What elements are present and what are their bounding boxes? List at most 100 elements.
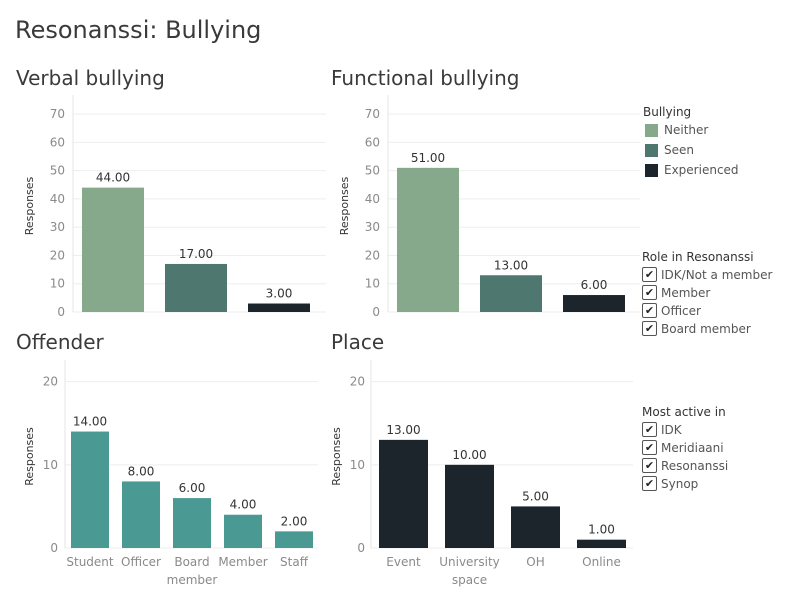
filter-role-board-member[interactable]: ✔ Board member xyxy=(642,320,751,337)
y-tick-label: 0 xyxy=(57,305,65,319)
y-tick-label: 10 xyxy=(50,277,65,291)
data-label: 2.00 xyxy=(281,514,308,528)
bar[interactable] xyxy=(379,439,428,548)
chart-title-offender: Offender xyxy=(16,330,104,354)
bar[interactable] xyxy=(248,303,310,312)
data-label: 6.00 xyxy=(581,278,608,292)
x-category-label: Student xyxy=(66,555,114,569)
y-tick-label: 0 xyxy=(357,541,365,555)
data-label: 10.00 xyxy=(452,448,486,462)
bar[interactable] xyxy=(71,431,109,548)
bar[interactable] xyxy=(224,514,262,548)
checkbox[interactable]: ✔ xyxy=(642,422,657,437)
legend-item-neither[interactable]: Neither xyxy=(645,122,708,138)
y-tick-label: 60 xyxy=(50,135,65,149)
dashboard-title: Resonanssi: Bullying xyxy=(15,16,262,44)
y-axis-label: Responses xyxy=(23,427,36,486)
y-tick-label: 30 xyxy=(50,220,65,234)
bar[interactable] xyxy=(577,539,626,548)
filter-active-synop[interactable]: ✔ Synop xyxy=(642,475,698,492)
y-tick-label: 0 xyxy=(372,305,380,319)
legend-item-seen[interactable]: Seen xyxy=(645,142,694,158)
checkbox[interactable]: ✔ xyxy=(642,303,657,318)
y-tick-label: 20 xyxy=(50,248,65,262)
data-label: 5.00 xyxy=(522,489,549,503)
data-label: 6.00 xyxy=(179,481,206,495)
data-label: 51.00 xyxy=(411,151,445,165)
y-tick-label: 50 xyxy=(365,164,380,178)
bar[interactable] xyxy=(480,275,542,312)
data-label: 44.00 xyxy=(96,171,130,185)
y-tick-label: 0 xyxy=(50,541,58,555)
filter-role-idk[interactable]: ✔ IDK/Not a member xyxy=(642,266,772,283)
chart-title-verbal: Verbal bullying xyxy=(16,66,165,90)
checkbox[interactable]: ✔ xyxy=(642,476,657,491)
x-category-label: Officer xyxy=(121,555,161,569)
filter-active-idk[interactable]: ✔ IDK xyxy=(642,421,682,438)
bar[interactable] xyxy=(82,187,144,312)
filter-label: Member xyxy=(661,285,711,300)
y-tick-label: 20 xyxy=(350,375,365,389)
y-tick-label: 70 xyxy=(365,107,380,121)
checkbox[interactable]: ✔ xyxy=(642,267,657,282)
swatch-experienced xyxy=(645,163,658,177)
data-label: 4.00 xyxy=(230,498,257,512)
chart-functional: 0 10 20 30 40 50 60 70 Responses 51.00 13.00 6.00 xyxy=(338,95,640,319)
checkbox[interactable]: ✔ xyxy=(642,440,657,455)
chart-title-place: Place xyxy=(331,330,385,354)
filter-label: Synop xyxy=(661,476,699,491)
swatch-neither xyxy=(645,123,658,137)
bar[interactable] xyxy=(397,167,459,312)
filter-label: IDK/Not a member xyxy=(661,267,773,282)
data-label: 1.00 xyxy=(588,523,615,537)
filter-label: Meridiaani xyxy=(661,440,724,455)
chart-place: 0 10 20 Responses 13.00 Event 10.00 University s… xyxy=(330,360,633,587)
y-tick-label: 40 xyxy=(50,192,65,206)
swatch-seen xyxy=(645,143,658,157)
x-category-label: Board xyxy=(174,555,209,569)
data-label: 3.00 xyxy=(266,287,293,301)
y-tick-label: 10 xyxy=(43,458,58,472)
y-tick-label: 50 xyxy=(50,164,65,178)
y-tick-label: 60 xyxy=(365,135,380,149)
x-category-label: member xyxy=(167,573,218,587)
filter-active-resonanssi[interactable]: ✔ Resonanssi xyxy=(642,457,728,474)
bar[interactable] xyxy=(165,263,227,312)
legend-label: Seen xyxy=(664,143,694,157)
filter-role-member[interactable]: ✔ Member xyxy=(642,284,710,301)
filter-active-meridiaani[interactable]: ✔ Meridiaani xyxy=(642,439,724,456)
bar[interactable] xyxy=(563,295,625,312)
x-category-label: University xyxy=(439,555,500,569)
chart-verbal: 0 10 20 30 40 50 60 70 Responses 44.00 17.00 3.00 xyxy=(23,95,326,319)
y-tick-label: 70 xyxy=(50,107,65,121)
legend-label: Neither xyxy=(664,123,709,137)
y-tick-label: 10 xyxy=(350,458,365,472)
y-tick-label: 40 xyxy=(365,192,380,206)
x-category-label: Member xyxy=(218,555,267,569)
bar[interactable] xyxy=(445,464,494,548)
data-label: 8.00 xyxy=(128,464,155,478)
data-label: 17.00 xyxy=(179,247,213,261)
x-category-label: OH xyxy=(526,555,544,569)
y-tick-label: 20 xyxy=(365,248,380,262)
legend-item-experienced[interactable]: Experienced xyxy=(645,162,739,178)
chart-offender: 0 10 20 Responses 14.00 Student 8.00 Officer 6.0… xyxy=(23,360,318,587)
filter-label: Resonanssi xyxy=(661,458,729,473)
data-label: 14.00 xyxy=(73,415,107,429)
y-tick-label: 10 xyxy=(365,277,380,291)
filter-role-officer[interactable]: ✔ Officer xyxy=(642,302,701,319)
bar[interactable] xyxy=(173,498,211,548)
checkbox[interactable]: ✔ xyxy=(642,285,657,300)
data-label: 13.00 xyxy=(386,423,420,437)
x-category-label: Staff xyxy=(280,555,309,569)
checkbox[interactable]: ✔ xyxy=(642,458,657,473)
checkbox[interactable]: ✔ xyxy=(642,321,657,336)
y-axis-label: Responses xyxy=(330,427,343,486)
y-tick-label: 30 xyxy=(365,220,380,234)
chart-title-functional: Functional bullying xyxy=(331,66,520,90)
legend-title-bullying: Bullying xyxy=(643,105,692,119)
bar[interactable] xyxy=(511,506,560,548)
bar[interactable] xyxy=(122,481,160,548)
filter-label: Officer xyxy=(661,303,701,318)
bar[interactable] xyxy=(275,531,313,548)
